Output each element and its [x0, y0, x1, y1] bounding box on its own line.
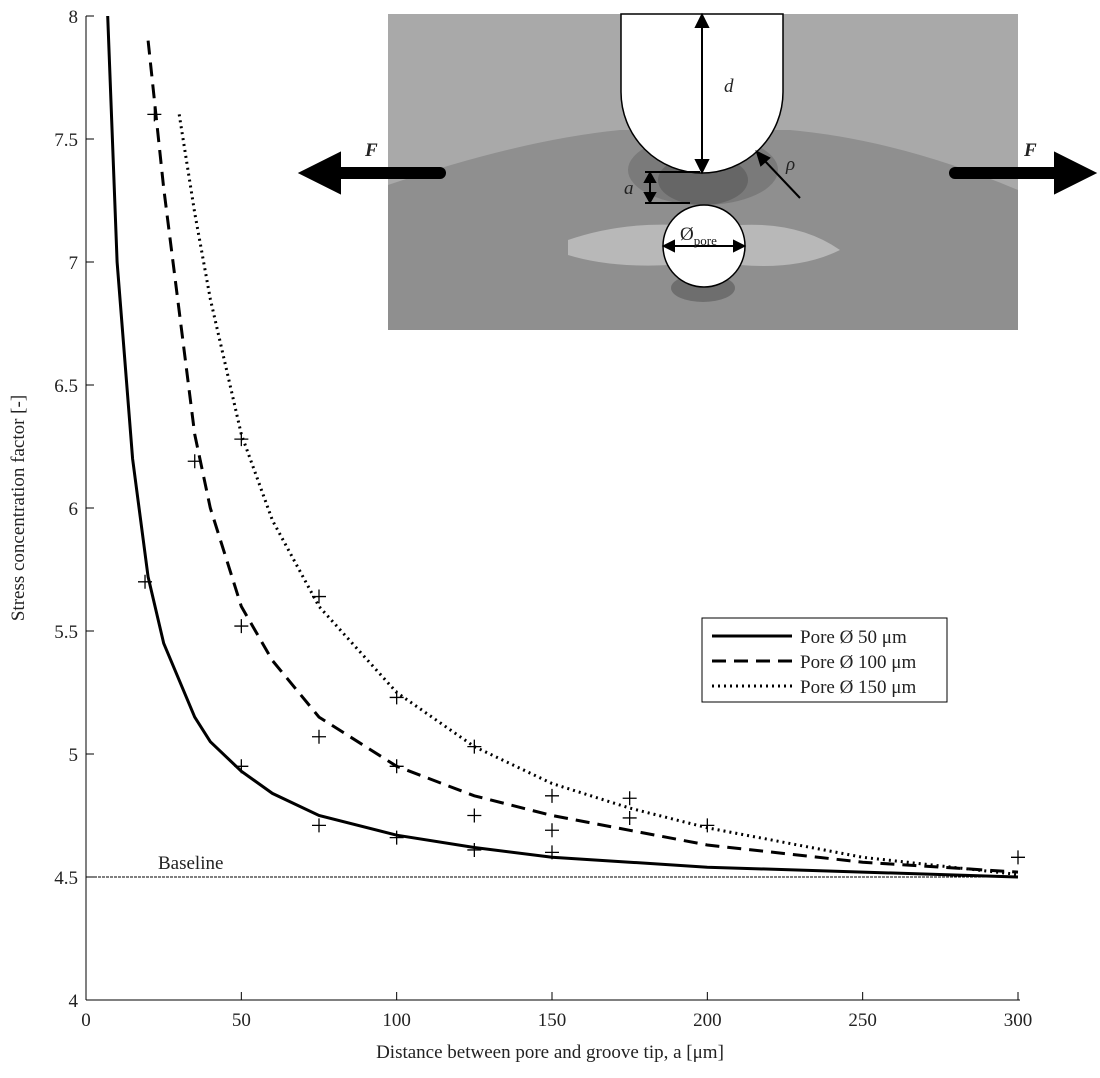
x-tick-label: 150 — [538, 1010, 567, 1031]
legend-label: Pore Ø 100 μm — [800, 652, 916, 673]
label-pore-sub: pore — [694, 233, 717, 248]
x-tick-label: 100 — [382, 1010, 411, 1031]
arrowhead — [755, 150, 771, 167]
series-line — [106, 16, 1019, 879]
marker — [234, 759, 249, 774]
marker — [622, 810, 637, 825]
y-tick-label: 6 — [69, 499, 79, 520]
label-force: F — [364, 140, 378, 161]
marker — [187, 454, 202, 469]
label-a: a — [624, 178, 634, 199]
series-line — [146, 40, 1019, 874]
marker — [312, 818, 326, 833]
radius-pointer — [763, 159, 801, 199]
marker — [622, 791, 637, 806]
x-tick-label: 200 — [693, 1010, 722, 1031]
y-tick-label: 4 — [69, 991, 79, 1012]
marker — [545, 823, 559, 838]
label-rho: ρ — [785, 154, 795, 175]
arrowhead — [643, 170, 657, 205]
marker — [467, 808, 482, 823]
y-tick-label: 4.5 — [54, 868, 78, 889]
y-tick-label: 5.5 — [54, 622, 78, 643]
marker — [545, 788, 559, 803]
marker — [389, 830, 404, 845]
y-axis-label: Stress concentration factor [-] — [8, 395, 29, 621]
arrowhead — [694, 12, 710, 175]
marker — [312, 589, 326, 604]
arrowhead — [297, 151, 341, 195]
legend-label: Pore Ø 50 μm — [800, 627, 907, 648]
arrowhead — [1054, 151, 1098, 195]
label-pore: Øpore — [680, 224, 717, 248]
y-tick-label: 6.5 — [54, 376, 78, 397]
x-axis-label: Distance between pore and groove tip, a … — [376, 1042, 724, 1063]
marker — [389, 759, 404, 774]
marker — [234, 619, 249, 634]
y-tick-label: 7 — [69, 253, 79, 274]
label-d: d — [724, 76, 734, 97]
arrowhead — [661, 239, 747, 253]
legend-label: Pore Ø 150 μm — [800, 677, 916, 698]
marker — [467, 739, 482, 754]
marker — [234, 432, 249, 447]
marker — [545, 845, 559, 860]
x-tick-label: 0 — [81, 1010, 91, 1031]
baseline-label: Baseline — [158, 853, 223, 874]
x-tick-label: 300 — [1004, 1010, 1033, 1031]
marker — [467, 842, 482, 857]
marker — [389, 690, 404, 705]
marker — [312, 729, 326, 744]
marker — [700, 818, 715, 833]
marker — [138, 574, 153, 589]
marker — [1011, 850, 1025, 865]
label-pore-symbol: Ø — [680, 224, 694, 245]
inset-diagram: d a ρ F F Øpore — [297, 12, 1098, 330]
y-tick-label: 7.5 — [54, 130, 78, 151]
y-tick-label: 8 — [69, 7, 79, 28]
x-tick-label: 250 — [848, 1010, 877, 1031]
x-tick-label: 50 — [232, 1010, 251, 1031]
y-tick-label: 5 — [69, 745, 79, 766]
legend — [701, 617, 948, 703]
label-force: F — [1023, 140, 1037, 161]
marker — [147, 107, 162, 122]
